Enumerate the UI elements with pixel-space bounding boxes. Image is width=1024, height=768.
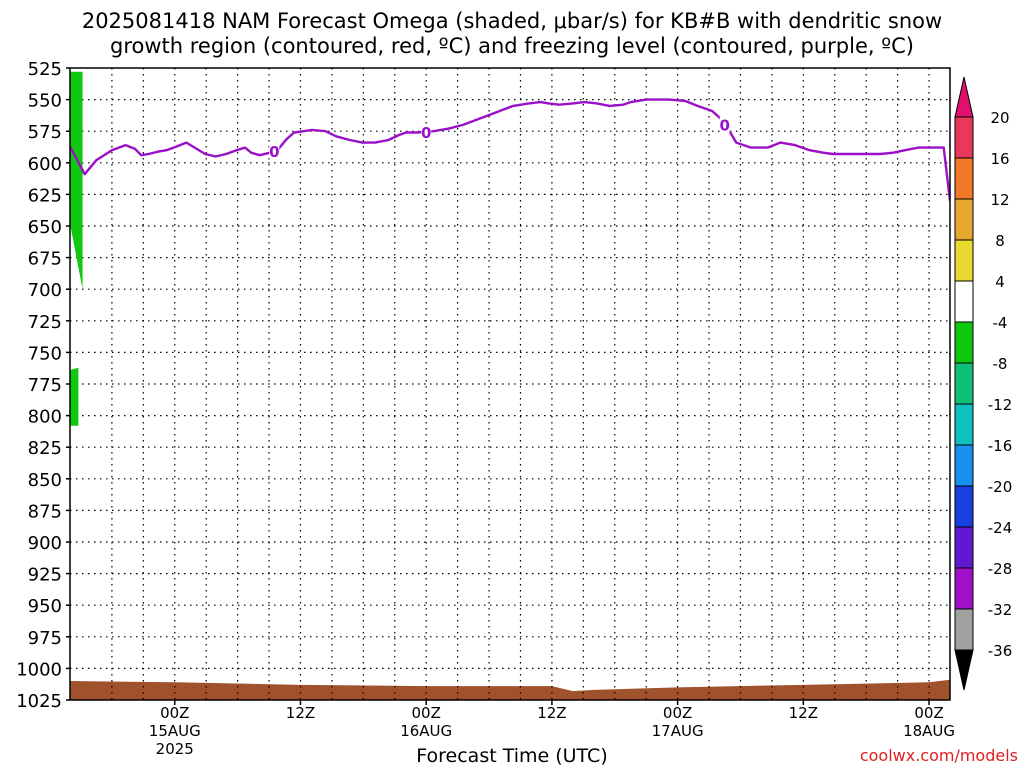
colorbar-label: -16 [988, 437, 1013, 455]
colorbar-label: 16 [990, 150, 1009, 168]
y-tick-label: 575 [28, 122, 62, 143]
colorbar-swatch [954, 362, 974, 405]
contour-label: 0 [720, 116, 730, 134]
colorbar-swatch [954, 157, 974, 200]
chart-title-line-1: 2025081418 NAM Forecast Omega (shaded, μ… [81, 9, 943, 33]
colorbar-swatch [954, 403, 974, 446]
colorbar-swatch [954, 444, 974, 487]
omega-shade-region [70, 71, 83, 290]
y-tick-label: 700 [28, 280, 62, 301]
x-tick-label: 00Z [663, 704, 692, 722]
y-axis: 525 550 575 600 625 650 675 700 725 750 775 800 825 8… [16, 59, 70, 712]
x-tick-label: 12Z [286, 704, 315, 722]
y-tick-label: 625 [28, 185, 62, 206]
colorbar-swatch [954, 280, 974, 323]
colorbar-swatch [954, 321, 974, 364]
colorbar-label: 8 [995, 232, 1005, 250]
contour-label: 0 [269, 143, 279, 161]
y-tick-label: 600 [28, 154, 62, 175]
chart-title-line-2: growth region (contoured, red, ºC) and f… [110, 34, 914, 58]
x-tick-label: 00Z [160, 704, 189, 722]
colorbar-label: -20 [988, 478, 1013, 496]
y-tick-label: 850 [28, 470, 62, 491]
contour-label-bg [421, 123, 432, 140]
contour-label: 0 [421, 124, 431, 142]
colorbar-label: -4 [993, 314, 1008, 332]
colorbar-label: 4 [995, 273, 1005, 291]
omega-shade-region [70, 367, 79, 426]
contour-label-bg [269, 142, 280, 159]
omega-shading [70, 71, 83, 426]
x-tick-label: 12Z [537, 704, 566, 722]
colorbar-label: -36 [988, 642, 1013, 660]
colorbar: 20 16 12 8 4 -4 -8 -12 -16 -20 -24 -28 -32 -36 [954, 76, 1013, 691]
colorbar-swatch [954, 526, 974, 569]
terrain-area [70, 679, 950, 700]
y-tick-label: 925 [28, 565, 62, 586]
colorbar-label: -24 [988, 519, 1013, 537]
colorbar-label: -32 [988, 601, 1013, 619]
y-tick-label: 950 [28, 596, 62, 617]
contour-label-bg [719, 116, 730, 133]
freezing-level-contour: 0 0 0 [70, 98, 950, 201]
colorbar-label: -12 [988, 396, 1013, 414]
colorbar-label: 20 [990, 109, 1009, 127]
colorbar-label: 12 [990, 191, 1009, 209]
x-tick-label: 00Z [412, 704, 441, 722]
y-tick-label: 550 [28, 91, 62, 112]
y-tick-label: 750 [28, 343, 62, 364]
y-tick-label: 675 [28, 249, 62, 270]
freezing-level-line [70, 98, 950, 201]
colorbar-label: -28 [988, 560, 1013, 578]
y-tick-label: 525 [28, 59, 62, 80]
x-tick-date-label: 18AUG [903, 722, 955, 740]
x-axis-title: Forecast Time (UTC) [416, 745, 608, 767]
y-tick-label: 875 [28, 501, 62, 522]
x-tick-label: 00Z [914, 704, 943, 722]
y-tick-label: 775 [28, 375, 62, 396]
grid-lines [70, 68, 950, 700]
colorbar-swatch [954, 485, 974, 528]
y-tick-label: 800 [28, 407, 62, 428]
x-tick-date-label: 17AUG [652, 722, 704, 740]
y-tick-label: 900 [28, 533, 62, 554]
colorbar-top-arrow [954, 76, 974, 118]
y-tick-label: 825 [28, 438, 62, 459]
y-tick-label: 725 [28, 312, 62, 333]
colorbar-swatch [954, 567, 974, 610]
y-tick-label: 975 [28, 628, 62, 649]
colorbar-bottom-arrow [954, 649, 974, 691]
colorbar-swatch [954, 608, 974, 651]
y-tick-label: 1025 [16, 691, 62, 712]
y-tick-label: 1000 [16, 659, 62, 680]
x-tick-date-label: 15AUG [149, 722, 201, 740]
x-tick-date-label: 16AUG [400, 722, 452, 740]
x-tick-label: 12Z [789, 704, 818, 722]
colorbar-swatch [954, 198, 974, 241]
colorbar-swatch [954, 116, 974, 159]
colorbar-label: -8 [993, 355, 1008, 373]
credit-text: coolwx.com/models [859, 746, 1018, 765]
colorbar-swatch [954, 239, 974, 282]
y-tick-label: 650 [28, 217, 62, 238]
terrain-fill [70, 679, 950, 700]
x-tick-year-label: 2025 [156, 740, 194, 758]
